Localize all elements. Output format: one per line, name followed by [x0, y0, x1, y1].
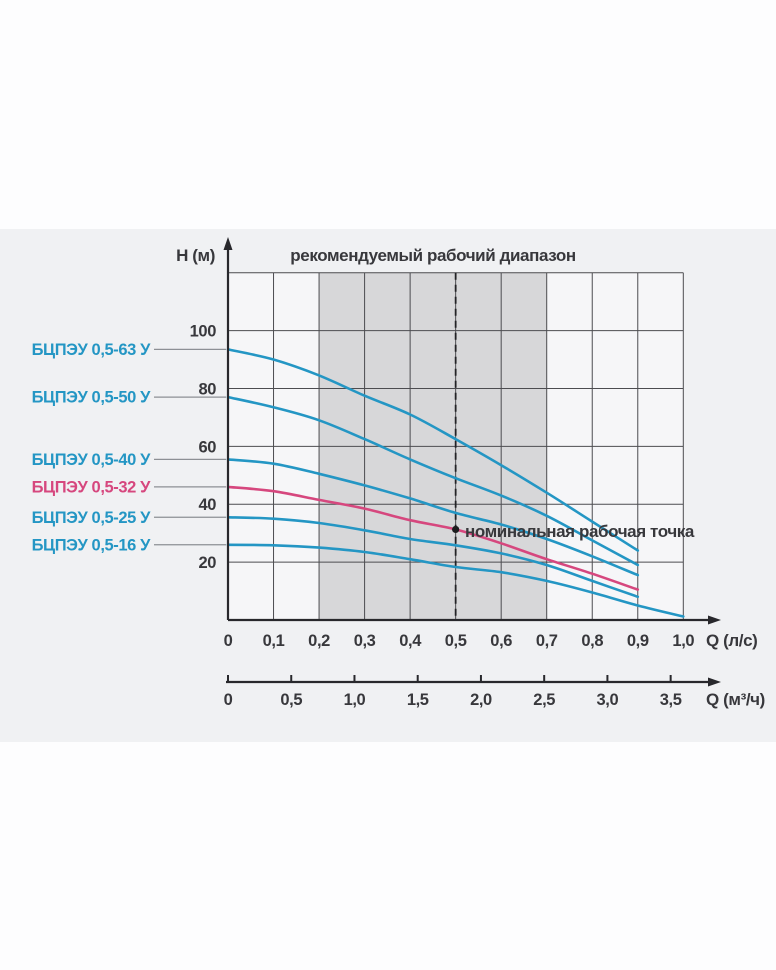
series-label-5: БЦПЭУ 0,5-16 У	[32, 536, 152, 554]
y-tick-label: 80	[198, 380, 216, 398]
x-secondary-tick-label: 3,0	[597, 691, 619, 709]
curve-1	[226, 395, 640, 567]
x-primary-tick-label: 0,1	[263, 632, 285, 650]
x-axis-secondary-title: Q (м³/ч)	[706, 690, 765, 709]
y-axis-title: H (м)	[176, 246, 215, 265]
nominal-point-dot	[452, 525, 460, 534]
series-label-0: БЦПЭУ 0,5-63 У	[32, 341, 152, 359]
y-tick-label: 40	[198, 496, 216, 514]
x-primary-tick-label: 0,8	[581, 632, 603, 650]
x-secondary-tick-label: 0,5	[280, 691, 302, 709]
y-tick-label: 100	[190, 323, 217, 341]
x-secondary-tick-label: 1,0	[344, 691, 366, 709]
y-tick-label: 20	[198, 554, 216, 572]
x-axis-primary-arrowhead	[708, 615, 721, 625]
x-primary-tick-label: 0	[224, 632, 233, 650]
x-primary-tick-label: 1,0	[672, 632, 694, 650]
x-axis-primary-title: Q (л/с)	[706, 631, 757, 650]
series-label-4: БЦПЭУ 0,5-25 У	[32, 509, 152, 527]
x-primary-tick-label: 0,4	[399, 632, 422, 650]
x-primary-tick-label: 0,3	[354, 632, 376, 650]
x-primary-tick-label: 0,2	[308, 632, 330, 650]
axis-layer: БЦПЭУ 0,5-63 У БЦПЭУ 0,5-50 У БЦПЭУ 0,5-40…	[32, 237, 721, 709]
y-tick-label: 60	[198, 438, 216, 456]
x-primary-tick-label: 0,5	[445, 632, 467, 650]
curve-2	[226, 458, 640, 577]
x-secondary-tick-label: 3,5	[660, 691, 682, 709]
x-secondary-tick-label: 2,5	[533, 691, 555, 709]
x-primary-tick-label: 0,6	[490, 632, 512, 650]
curve-0	[226, 348, 640, 552]
x-secondary-tick-label: 2,0	[470, 691, 492, 709]
x-primary-tick-label: 0,7	[536, 632, 558, 650]
y-axis-arrowhead	[223, 237, 233, 250]
x-axis-secondary-arrowhead	[708, 677, 721, 687]
series-label-2: БЦПЭУ 0,5-40 У	[32, 451, 152, 469]
series-label-1: БЦПЭУ 0,5-50 У	[32, 389, 152, 407]
series-label-3: БЦПЭУ 0,5-32 У	[32, 478, 152, 496]
chart-title: рекомендуемый рабочий диапазон	[290, 246, 576, 265]
curve-layer	[226, 272, 685, 620]
x-secondary-tick-label: 0	[224, 691, 233, 709]
curve-4	[226, 516, 640, 599]
curve-5	[226, 543, 685, 618]
nominal-point-label: номинальная рабочая точка	[465, 522, 695, 541]
x-primary-tick-label: 0,9	[627, 632, 649, 650]
curve-3	[226, 485, 640, 591]
x-secondary-tick-label: 1,5	[407, 691, 429, 709]
